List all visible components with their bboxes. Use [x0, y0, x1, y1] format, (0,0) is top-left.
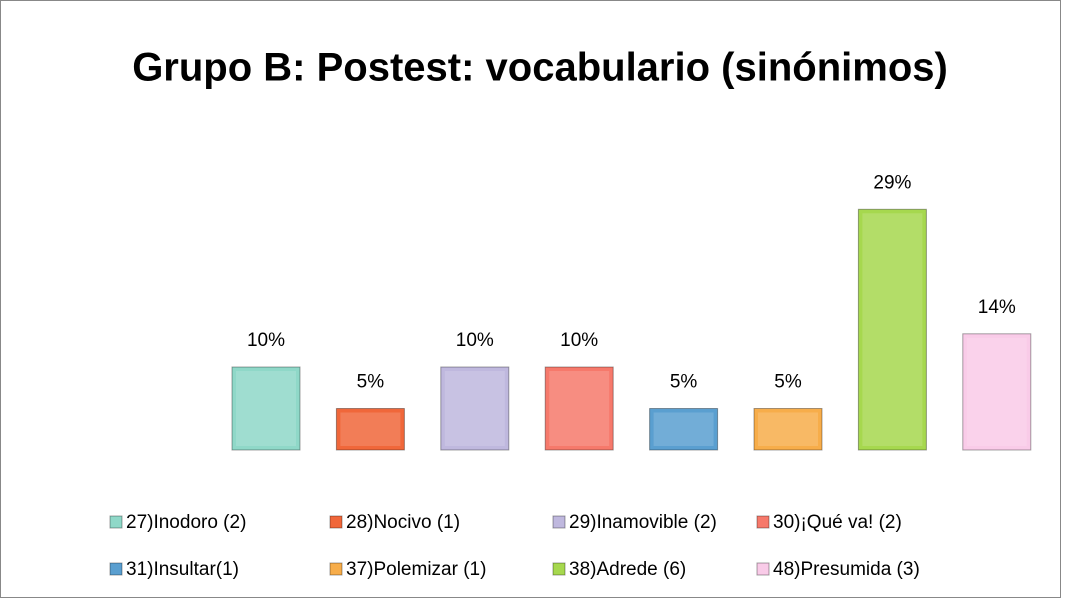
legend-label: 48)Presumida (3): [773, 559, 920, 580]
legend-label: 27)Inodoro (2): [126, 512, 246, 533]
bar: [544, 366, 614, 451]
bar-highlight: [549, 371, 610, 446]
legend-swatch: [329, 562, 343, 576]
bar-highlight: [653, 412, 714, 446]
legend-swatch: [552, 515, 566, 529]
bar-highlight: [236, 371, 296, 446]
data-label: 10%: [456, 330, 494, 351]
bar: [753, 408, 823, 451]
legend-swatch: [756, 562, 770, 576]
legend-label: 37)Polemizar (1): [346, 559, 486, 580]
legend-label: 38)Adrede (6): [569, 559, 686, 580]
legend-swatch: [109, 515, 123, 529]
data-label: 5%: [670, 372, 698, 393]
data-label: 5%: [774, 372, 802, 393]
bar: [857, 208, 927, 451]
bar: [649, 408, 719, 451]
legend-label: 31)Insultar(1): [126, 559, 239, 580]
bar-highlight: [862, 213, 923, 446]
bar-highlight: [340, 412, 401, 446]
legend-swatch: [756, 515, 770, 529]
bar-highlight: [758, 412, 818, 446]
bar-highlight: [966, 337, 1027, 446]
legend-label: 29)Inamovible (2): [569, 512, 717, 533]
data-label: 14%: [978, 297, 1016, 318]
legend-swatch: [329, 515, 343, 529]
legend-swatch: [552, 562, 566, 576]
data-label: 29%: [873, 172, 911, 193]
data-label: 10%: [247, 330, 285, 351]
legend-label: 28)Nocivo (1): [346, 512, 460, 533]
bar: [335, 408, 405, 451]
legend-swatch: [109, 562, 123, 576]
chart-title: Grupo B: Postest: vocabulario (sinónimos…: [132, 46, 948, 90]
bar: [440, 366, 510, 451]
data-label: 5%: [357, 372, 385, 393]
bar: [231, 366, 301, 451]
legend-label: 30)¡Qué va! (2): [773, 512, 902, 533]
bar: [962, 333, 1032, 451]
bar-highlight: [444, 371, 505, 446]
data-label: 10%: [560, 330, 598, 351]
